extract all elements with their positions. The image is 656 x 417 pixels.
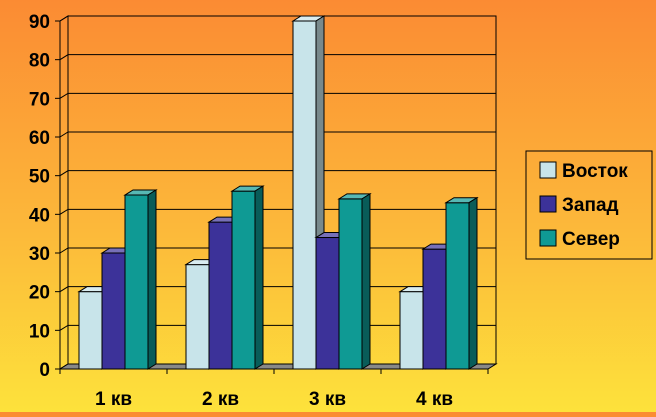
gridline <box>59 54 496 61</box>
bar-front <box>399 291 424 370</box>
y-axis: 0 10 20 30 40 50 60 70 80 90 <box>29 12 61 381</box>
y-tick-label: 0 <box>39 360 50 381</box>
bar-front <box>208 221 233 370</box>
legend-label: Запад <box>562 195 619 216</box>
bar-front <box>124 194 149 370</box>
bar-front <box>292 20 317 370</box>
gridline <box>59 170 496 177</box>
bar-front <box>231 190 256 370</box>
legend-label: Север <box>562 229 620 250</box>
y-tick-label: 80 <box>29 51 50 72</box>
y-tick-label: 30 <box>29 244 50 265</box>
y-tick-label: 20 <box>29 283 50 304</box>
gridline <box>59 92 496 99</box>
bar-side <box>254 185 264 370</box>
legend-label: Восток <box>562 161 628 182</box>
bar-side <box>147 189 157 370</box>
y-tick-label: 50 <box>29 167 50 188</box>
y-tick-label: 40 <box>29 205 50 226</box>
y-tick-label: 10 <box>29 321 50 342</box>
x-tick-label: 2 кв <box>202 389 239 410</box>
side-wall <box>59 15 69 370</box>
bar-side <box>468 196 478 370</box>
x-tick-label: 4 кв <box>416 389 453 410</box>
legend-swatch <box>539 195 557 213</box>
legend-item: Север <box>539 229 620 250</box>
bar-front <box>101 252 126 370</box>
bar-Север-2 кв <box>230 185 265 370</box>
gridline <box>59 131 496 138</box>
bar-Север-1 кв <box>123 189 158 370</box>
y-tick-label: 90 <box>29 12 50 33</box>
gridline <box>59 15 496 22</box>
legend-box <box>525 150 653 260</box>
bar-front <box>422 248 447 370</box>
bar-front <box>185 264 210 370</box>
legend-swatch <box>539 161 557 179</box>
legend-item: Восток <box>539 161 628 182</box>
x-axis: 1 кв 2 кв 3 кв 4 кв <box>59 368 489 410</box>
bar-side <box>361 192 371 370</box>
bar-front <box>315 237 340 370</box>
bar-front <box>78 291 103 370</box>
bar-Север-3 кв <box>337 192 372 370</box>
y-tick-label: 70 <box>29 89 50 110</box>
bar-Север-4 кв <box>444 196 479 370</box>
x-tick-label: 3 кв <box>309 389 346 410</box>
legend-item: Запад <box>539 195 619 216</box>
y-tick-label: 60 <box>29 128 50 149</box>
bars <box>77 15 479 370</box>
legend: Восток Запад Север <box>525 150 653 260</box>
bar-front <box>445 202 470 370</box>
x-tick-label: 1 кв <box>95 389 132 410</box>
bar-front <box>338 198 363 370</box>
legend-swatch <box>539 229 557 247</box>
